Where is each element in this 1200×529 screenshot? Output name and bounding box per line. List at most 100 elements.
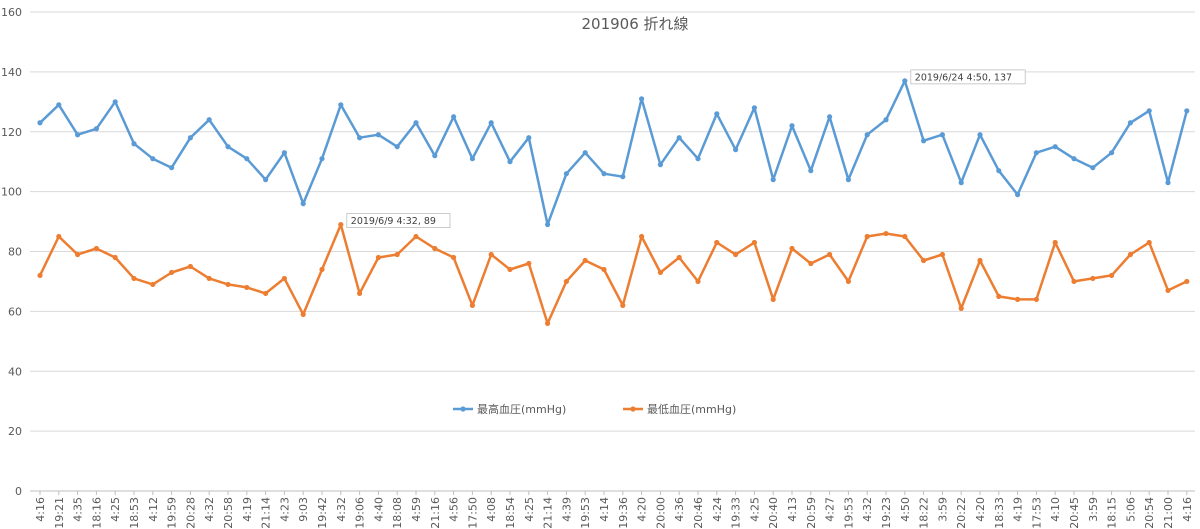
data-point[interactable] — [263, 290, 269, 297]
data-point[interactable] — [169, 165, 175, 171]
data-point[interactable] — [620, 174, 626, 180]
data-point[interactable] — [864, 233, 870, 240]
data-point[interactable] — [545, 320, 551, 326]
data-point[interactable] — [1071, 156, 1077, 162]
data-point[interactable] — [864, 132, 870, 138]
data-point[interactable] — [657, 162, 664, 168]
data-point[interactable] — [545, 221, 551, 228]
data-point[interactable] — [1184, 278, 1190, 285]
data-point[interactable] — [977, 132, 983, 138]
data-point[interactable] — [413, 233, 419, 240]
data-point[interactable] — [1090, 165, 1096, 171]
data-point[interactable] — [281, 275, 287, 282]
data-point[interactable] — [451, 114, 457, 120]
data-point[interactable] — [338, 221, 344, 228]
data-point[interactable] — [1090, 275, 1096, 282]
data-point[interactable] — [977, 257, 983, 264]
data-point[interactable] — [1033, 150, 1039, 156]
data-point[interactable] — [1146, 108, 1152, 114]
data-point[interactable] — [357, 290, 363, 297]
data-point[interactable] — [1052, 144, 1058, 150]
data-point[interactable] — [601, 171, 607, 177]
data-point[interactable] — [281, 150, 287, 156]
data-point[interactable] — [187, 263, 193, 270]
data-point[interactable] — [770, 177, 776, 183]
data-point[interactable] — [263, 177, 269, 183]
data-point[interactable] — [1127, 120, 1133, 126]
data-point[interactable] — [582, 150, 588, 156]
data-point[interactable] — [921, 138, 927, 144]
data-point[interactable] — [1127, 251, 1133, 258]
legend-item-high[interactable]: 最高血圧(mmHg) — [453, 402, 566, 416]
data-point[interactable] — [357, 135, 363, 141]
data-point[interactable] — [1015, 192, 1021, 198]
data-point[interactable] — [244, 156, 250, 162]
data-point[interactable] — [469, 156, 475, 162]
data-point[interactable] — [319, 156, 325, 162]
data-point[interactable] — [939, 132, 946, 138]
data-point[interactable] — [244, 284, 250, 291]
data-point[interactable] — [150, 281, 156, 288]
data-point[interactable] — [187, 135, 193, 141]
data-point[interactable] — [206, 117, 212, 123]
data-point[interactable] — [996, 293, 1002, 300]
data-point[interactable] — [526, 260, 532, 267]
data-point[interactable] — [958, 180, 964, 186]
data-point[interactable] — [526, 135, 532, 141]
data-point[interactable] — [714, 111, 720, 117]
data-point[interactable] — [620, 302, 626, 308]
data-point[interactable] — [789, 123, 795, 129]
data-point[interactable] — [507, 159, 513, 165]
data-point[interactable] — [75, 251, 81, 258]
data-point[interactable] — [676, 135, 682, 141]
data-point[interactable] — [131, 275, 137, 282]
data-point[interactable] — [676, 254, 682, 261]
data-point[interactable] — [507, 266, 513, 273]
data-point[interactable] — [75, 132, 81, 138]
data-point[interactable] — [770, 296, 776, 302]
data-point[interactable] — [56, 233, 62, 240]
data-point[interactable] — [808, 260, 814, 267]
legend-item-low[interactable]: 最低血圧(mmHg) — [623, 402, 736, 416]
data-point[interactable] — [1052, 239, 1058, 246]
data-point[interactable] — [883, 117, 889, 123]
data-point[interactable] — [338, 102, 344, 108]
data-point[interactable] — [657, 269, 664, 276]
data-point[interactable] — [131, 141, 137, 147]
data-point[interactable] — [1071, 278, 1077, 285]
data-point[interactable] — [488, 251, 494, 258]
data-point[interactable] — [563, 171, 570, 177]
data-point[interactable] — [469, 302, 475, 308]
data-point[interactable] — [639, 96, 645, 102]
data-point[interactable] — [563, 278, 570, 285]
data-point[interactable] — [751, 105, 758, 111]
data-point[interactable] — [958, 305, 964, 311]
data-point[interactable] — [733, 251, 739, 258]
data-point[interactable] — [225, 281, 231, 288]
data-point[interactable] — [751, 239, 758, 246]
data-point[interactable] — [375, 132, 381, 138]
data-point[interactable] — [93, 245, 99, 252]
data-point[interactable] — [883, 230, 889, 237]
data-point[interactable] — [902, 233, 908, 240]
data-point[interactable] — [582, 257, 588, 264]
data-point[interactable] — [300, 201, 306, 207]
data-point[interactable] — [112, 99, 118, 105]
data-point[interactable] — [413, 120, 419, 126]
data-point[interactable] — [319, 266, 325, 273]
data-point[interactable] — [845, 278, 852, 285]
data-point[interactable] — [714, 239, 720, 246]
data-point[interactable] — [733, 147, 739, 153]
data-point[interactable] — [394, 251, 400, 258]
data-point[interactable] — [921, 257, 927, 264]
data-point[interactable] — [695, 278, 701, 285]
data-point[interactable] — [1033, 296, 1039, 302]
data-point[interactable] — [112, 254, 118, 261]
data-point[interactable] — [695, 156, 701, 162]
data-point[interactable] — [789, 245, 795, 252]
data-point[interactable] — [432, 245, 438, 252]
data-point[interactable] — [56, 102, 62, 108]
data-point[interactable] — [845, 177, 852, 183]
data-point[interactable] — [1015, 296, 1021, 302]
data-point[interactable] — [1146, 239, 1152, 246]
